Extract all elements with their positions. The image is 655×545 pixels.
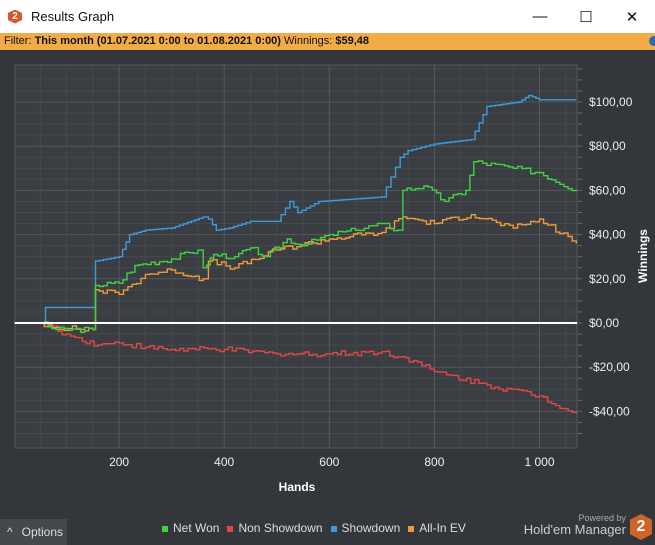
brand-logo: 2 [630,514,652,540]
y-tick-label: $0,00 [589,316,619,330]
legend-item[interactable]: Net Won [162,521,219,535]
x-tick-label: 600 [319,455,339,469]
x-tick-label: 800 [424,455,444,469]
close-button[interactable]: ✕ [625,8,639,26]
legend-item[interactable]: All-In EV [408,521,466,535]
winnings-label: Winnings: [284,35,333,47]
window-title: Results Graph [31,9,115,24]
legend-item[interactable]: Non Showdown [227,521,323,535]
options-button[interactable]: ^ Options [0,519,67,545]
x-tick-label: 200 [109,455,129,469]
series-line-all-in-ev [14,214,577,332]
x-tick-label: 400 [214,455,234,469]
filter-value: This month (01.07.2021 0:00 to 01.08.202… [34,35,281,47]
legend-label: Non Showdown [238,521,323,535]
brand-name: Hold'em Manager [523,522,626,537]
x-axis-label: Hands [279,480,316,494]
y-tick-label: $20,00 [589,272,626,286]
series-line-showdown [14,94,577,324]
series-line-net-won [14,160,577,333]
app-logo: 2 [8,9,22,24]
maximize-button[interactable]: ☐ [579,8,593,26]
series-line-non-showdown [14,322,577,414]
y-tick-label: -$20,00 [589,360,630,374]
chart-legend: Net Won Non Showdown Showdown All-In EV [162,521,466,535]
legend-swatch [330,525,337,532]
legend-label: Net Won [173,521,220,535]
title-bar: 2 Results Graph — ☐ ✕ [0,0,655,33]
legend-swatch [227,525,234,532]
globe-icon[interactable] [649,36,655,46]
powered-by: Powered by [578,513,626,523]
minimize-button[interactable]: — [532,8,548,25]
results-chart: $100,00 $80,00 $60,00 $40,00 $20,00 $0,00 -$20… [14,64,650,494]
legend-label: All-In EV [419,521,466,535]
legend-label: Showdown [341,521,401,535]
legend-item[interactable]: Showdown [330,521,401,535]
y-tick-label: $100,00 [589,95,633,109]
options-label: Options [21,525,63,539]
y-tick-label: -$40,00 [589,404,630,418]
y-tick-label: $60,00 [589,183,626,197]
y-axis-label: Winnings [636,229,650,283]
chevron-up-icon: ^ [7,525,13,539]
y-tick-label: $40,00 [589,228,626,242]
winnings-value: $59,48 [335,35,370,47]
legend-swatch [408,525,415,532]
legend-swatch [162,525,168,532]
x-tick-label: 1 000 [524,455,554,469]
filter-bar: Filter: This month (01.07.2021 0:00 to 0… [0,33,655,50]
y-tick-label: $80,00 [589,139,626,153]
filter-label: Filter: [4,35,32,47]
